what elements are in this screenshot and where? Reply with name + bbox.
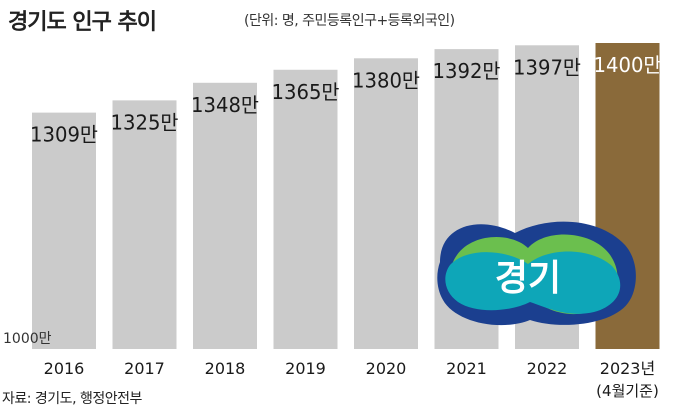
category-note-2023년: (4월기준) [596, 382, 659, 400]
bar-2019 [273, 69, 338, 350]
value-label-2018: 1348만 [191, 93, 259, 117]
bar-2016 [32, 112, 96, 350]
value-label-2017: 1325만 [111, 110, 179, 134]
source-note: 자료: 경기도, 행정안전부 [2, 391, 142, 407]
bar-2017 [112, 100, 177, 349]
bar-2020 [354, 58, 418, 350]
category-label-2019: 2019 [285, 359, 326, 378]
value-label-2021: 1392만 [433, 59, 501, 83]
baseline-label: 1000만 [3, 331, 52, 347]
gyeonggi-logo: 경기 [437, 221, 636, 326]
bar-2018 [193, 82, 257, 349]
category-label-2023년: 2023년 [600, 359, 655, 378]
logo-text: 경기 [495, 258, 561, 299]
value-label-2019: 1365만 [272, 80, 340, 104]
category-label-2018: 2018 [205, 359, 246, 378]
value-label-2022: 1397만 [513, 55, 581, 79]
value-label-2020: 1380만 [352, 68, 420, 92]
chart-title: 경기도 인구 추이 [8, 10, 157, 35]
category-label-2016: 2016 [44, 359, 85, 378]
category-label-2021: 2021 [446, 359, 487, 378]
value-label-2023년: 1400만 [594, 53, 662, 77]
chart-subtitle: (단위: 명, 주민등록인구+등록외국인) [244, 13, 455, 29]
category-label-2020: 2020 [366, 359, 407, 378]
category-label-2017: 2017 [124, 359, 165, 378]
value-label-2016: 1309만 [30, 123, 98, 147]
category-label-2022: 2022 [527, 359, 568, 378]
